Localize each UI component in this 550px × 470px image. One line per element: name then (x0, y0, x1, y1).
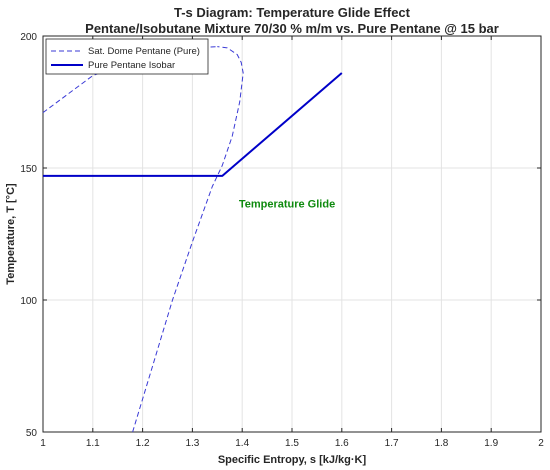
legend-item-sat-dome: Sat. Dome Pentane (Pure) (88, 46, 200, 57)
legend: Sat. Dome Pentane (Pure) Pure Pentane Is… (45, 38, 209, 75)
x-tick-label: 1.3 (185, 438, 199, 449)
pure-pentane-isobar-line (43, 72, 343, 177)
x-axis-label: Specific Entropy, s [kJ/kg·K] (218, 454, 367, 466)
x-tick-label: 1.5 (285, 438, 299, 449)
y-tick-label: 150 (20, 164, 37, 175)
x-tick-label: 1.8 (434, 438, 448, 449)
x-tick-label: 2 (538, 438, 544, 449)
legend-box (45, 38, 209, 75)
x-tick-label: 1.4 (235, 438, 249, 449)
x-tick-label: 1.6 (335, 438, 349, 449)
chart-subtitle: Pentane/Isobutane Mixture 70/30 % m/m vs… (85, 21, 499, 36)
x-tick-label: 1 (40, 438, 46, 449)
x-tick-label: 1.7 (385, 438, 399, 449)
x-axis-ticks: 1 1.1 1.2 1.3 1.4 1.5 1.6 1.7 1.8 1.9 2 (40, 36, 544, 449)
y-tick-label: 50 (26, 428, 38, 439)
temperature-glide-annotation: Temperature Glide (239, 199, 335, 211)
y-tick-label: 200 (20, 32, 37, 43)
y-axis-ticks: 50 100 150 200 (20, 32, 541, 439)
chart-title: T-s Diagram: Temperature Glide Effect (174, 5, 411, 20)
x-tick-label: 1.9 (484, 438, 498, 449)
sat-dome-pentane-line (132, 46, 244, 433)
x-tick-label: 1.1 (86, 438, 100, 449)
y-axis-label: Temperature, T [°C] (5, 183, 17, 285)
legend-item-isobar: Pure Pentane Isobar (88, 60, 175, 71)
x-tick-label: 1.2 (136, 438, 150, 449)
y-tick-label: 100 (20, 296, 37, 307)
